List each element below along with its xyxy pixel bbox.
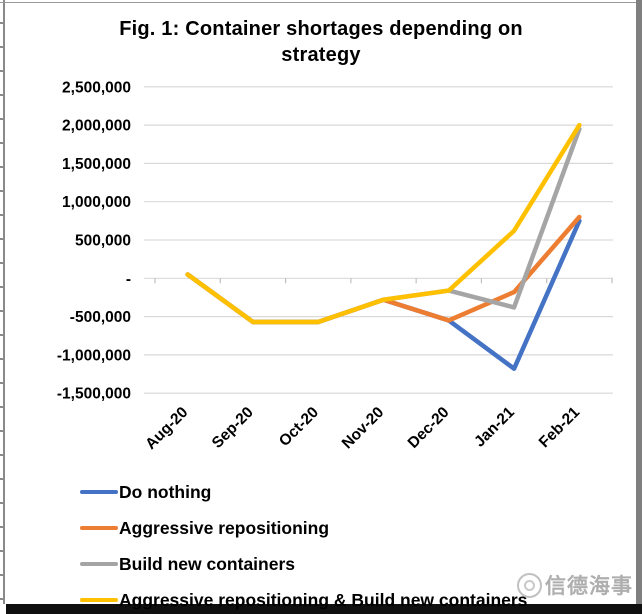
top-border: [0, 2, 642, 3]
legend-item-aggressive-repositioning: Aggressive repositioning: [80, 510, 620, 546]
y-axis-tick-label: -1,000,000: [57, 347, 131, 364]
legend-line-swatch-blue: [80, 489, 118, 495]
y-axis-tick-label: 1,000,000: [62, 194, 131, 211]
y-axis-tick-label: 2,500,000: [62, 79, 131, 96]
legend-item-do-nothing: Do nothing: [80, 474, 620, 510]
worksheet-row-ticks: [0, 0, 3, 604]
bottom-border: [6, 604, 642, 614]
y-axis-tick-label: -500,000: [70, 309, 131, 326]
legend-item-combined-strategy: Aggressive repositioning & Build new con…: [80, 582, 620, 614]
y-axis-tick-label: 1,500,000: [62, 156, 131, 173]
legend-line-swatch-gray: [80, 561, 118, 567]
legend-label: Aggressive repositioning: [119, 517, 330, 538]
left-border: [3, 0, 5, 604]
chart-legend: Do nothing Aggressive repositioning Buil…: [80, 474, 620, 614]
legend-line-swatch-yellow: [80, 597, 118, 603]
legend-item-build-new-containers: Build new containers: [80, 546, 620, 582]
series-line-build-new-containers: [185, 126, 582, 325]
series-line-aggressive-repositioning: [185, 214, 582, 325]
chart-title: Fig. 1: Container shortages depending on…: [119, 18, 523, 66]
y-axis-tick-label: -: [126, 271, 131, 288]
x-axis-tick-label: Nov-20: [339, 404, 388, 453]
x-axis-tick-label: Oct-20: [276, 404, 322, 450]
x-axis-tick-label: Feb-21: [536, 404, 584, 452]
legend-label: Build new containers: [119, 553, 295, 574]
x-axis-tick-label: Jan-21: [471, 404, 518, 451]
y-axis-tick-label: 500,000: [75, 233, 131, 250]
legend-label: Do nothing: [119, 481, 212, 502]
series-line-aggressive-repositioning-build-new-containers: [185, 122, 582, 325]
x-axis-tick-label: Aug-20: [142, 404, 191, 453]
legend-label: Aggressive repositioning & Build new con…: [119, 589, 528, 610]
y-axis-tick-label: 2,000,000: [62, 118, 131, 135]
x-axis-tick-label: Dec-20: [405, 404, 453, 452]
y-axis-tick-label: -1,500,000: [57, 386, 131, 403]
right-border: [636, 0, 642, 606]
x-axis-tick-label: Sep-20: [209, 404, 257, 452]
legend-line-swatch-orange: [80, 525, 118, 531]
